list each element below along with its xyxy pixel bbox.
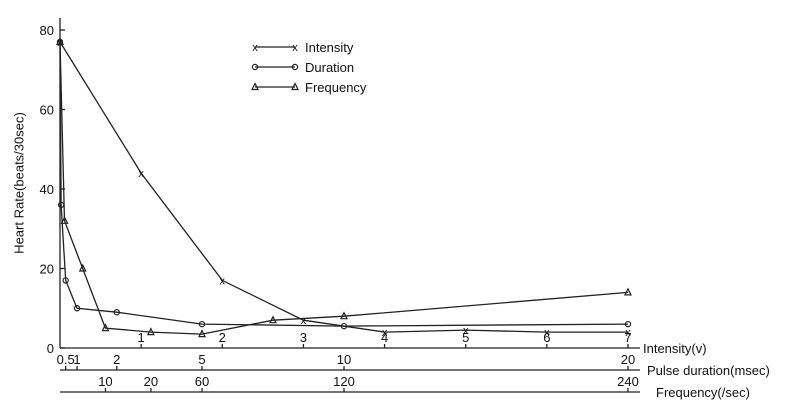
y-axis-title: Heart Rate(beats/30sec) bbox=[11, 112, 26, 254]
legend-label-frequency: Frequency bbox=[305, 80, 367, 95]
duration-marker bbox=[251, 63, 259, 71]
frequency-marker bbox=[60, 215, 69, 224]
x-tick-label-frequency: 120 bbox=[333, 374, 355, 389]
x-tick-label-duration: 0.5 bbox=[57, 352, 75, 367]
intensity-marker: x bbox=[544, 327, 550, 339]
x-tick-label-duration: 5 bbox=[198, 352, 205, 367]
series-line-frequency bbox=[59, 41, 629, 335]
duration-marker bbox=[291, 63, 299, 71]
intensity-marker: x bbox=[292, 42, 298, 54]
intensity-marker: x bbox=[252, 42, 258, 54]
duration-marker bbox=[113, 309, 121, 316]
y-ticks-group: 0 20 40 60 80 bbox=[40, 23, 65, 356]
x-tick-label-intensity: 1 bbox=[138, 330, 145, 345]
duration-marker bbox=[624, 320, 632, 328]
duration-marker bbox=[198, 320, 206, 328]
frequency-marker bbox=[340, 311, 348, 320]
frequency-marker bbox=[269, 315, 277, 324]
intensity-marker: x bbox=[625, 327, 631, 339]
intensity-marker: x bbox=[138, 168, 144, 180]
y-tick-label: 0 bbox=[47, 341, 54, 356]
intensity-marker: x bbox=[301, 315, 307, 327]
x-tick-label-duration: 1 bbox=[73, 352, 80, 367]
frequency-marker bbox=[78, 263, 87, 272]
duration-marker bbox=[340, 322, 348, 330]
duration-marker bbox=[62, 277, 69, 284]
legend-item-frequency: Frequency bbox=[251, 80, 367, 95]
x-tick-label-frequency: 60 bbox=[195, 374, 209, 389]
series-line-duration bbox=[59, 41, 629, 327]
x-tick-label-intensity: 4 bbox=[381, 330, 388, 345]
legend-label-duration: Duration bbox=[305, 60, 354, 75]
x-tick-label-intensity: 3 bbox=[300, 330, 307, 345]
frequency-marker bbox=[291, 82, 299, 91]
intensity-marker: x bbox=[382, 327, 388, 339]
x-axis-frequency-title: Frequency(/sec) bbox=[656, 385, 750, 400]
frequency-marker bbox=[251, 82, 259, 91]
x-tick-label-frequency: 10 bbox=[98, 374, 112, 389]
x-tick-label-duration: 2 bbox=[113, 352, 120, 367]
legend: x x Intensity Duration Frequency bbox=[251, 40, 367, 95]
y-tick-label: 80 bbox=[40, 23, 54, 38]
frequency-marker bbox=[56, 37, 64, 46]
axes-group bbox=[59, 18, 640, 393]
x-axis-intensity-title: Intensity(v) bbox=[643, 341, 707, 356]
y-tick-label: 40 bbox=[40, 182, 54, 197]
duration-marker bbox=[73, 305, 81, 312]
series-group: x x x x x x x x bbox=[56, 37, 632, 339]
y-tick-label: 20 bbox=[40, 262, 54, 277]
x-tick-label-duration: 10 bbox=[337, 352, 351, 367]
frequency-marker bbox=[146, 327, 155, 336]
frequency-marker bbox=[101, 323, 110, 332]
x-tick-label-intensity: 2 bbox=[219, 330, 226, 345]
x-tick-label-intensity: 6 bbox=[543, 330, 550, 345]
x-tick-label-frequency: 240 bbox=[617, 374, 639, 389]
y-tick-label: 60 bbox=[40, 103, 54, 118]
intensity-marker: x bbox=[463, 325, 469, 337]
frequency-marker bbox=[624, 287, 632, 296]
intensity-marker: x bbox=[220, 275, 226, 287]
legend-label-intensity: Intensity bbox=[305, 40, 354, 55]
x-tick-label-frequency: 20 bbox=[144, 374, 158, 389]
frequency-marker bbox=[198, 329, 206, 338]
x-tick-label-intensity: 5 bbox=[462, 330, 469, 345]
legend-item-duration: Duration bbox=[251, 60, 354, 75]
legend-item-intensity: x x Intensity bbox=[252, 40, 354, 55]
x-tick-label-intensity: 7 bbox=[624, 330, 631, 345]
x-axis-duration-title: Pulse duration(msec) bbox=[647, 363, 770, 378]
x-tick-label-duration: 20 bbox=[621, 352, 635, 367]
